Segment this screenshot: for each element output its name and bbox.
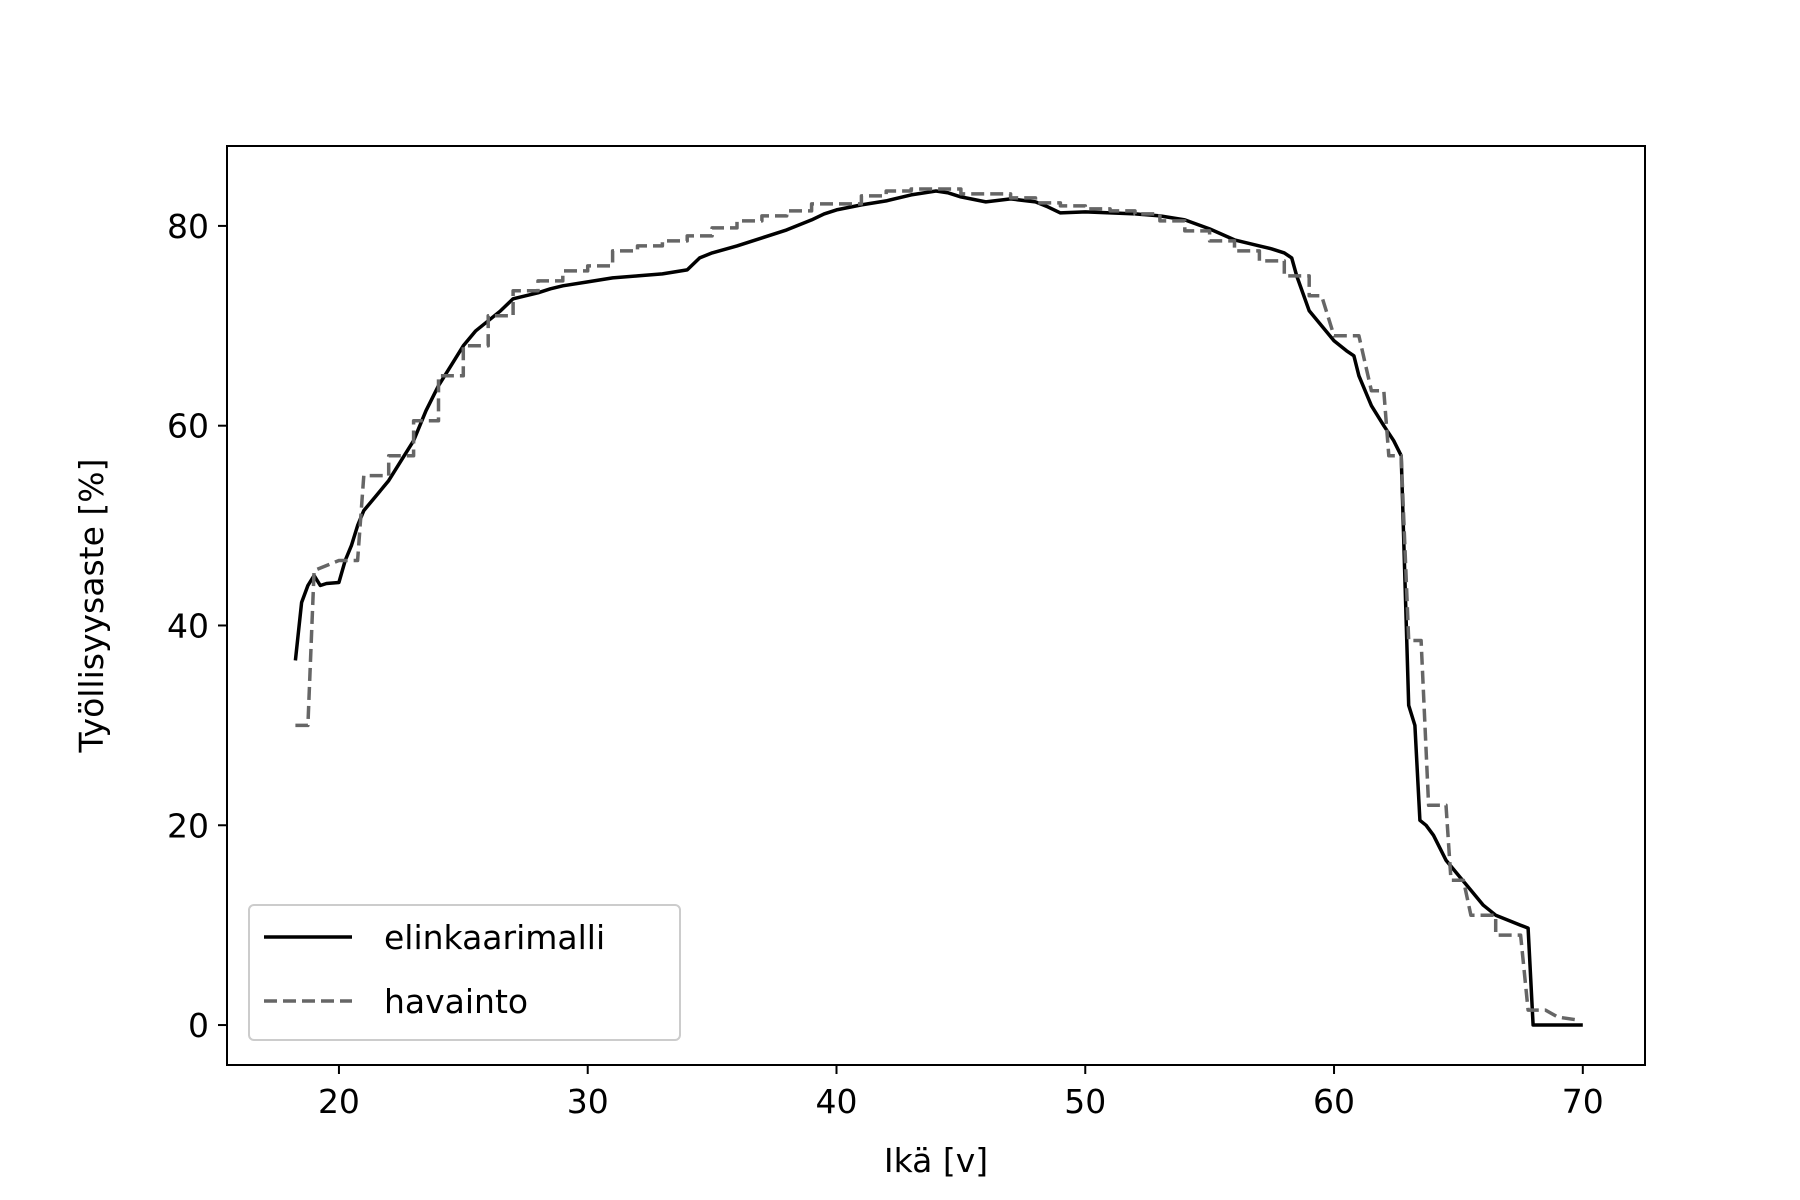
x-tick-label: 50	[1064, 1082, 1106, 1121]
legend-label-havainto: havainto	[384, 982, 528, 1021]
legend-box	[248, 904, 681, 1041]
y-tick-label: 0	[188, 1006, 209, 1045]
x-axis: 20 30 40 50 60 70	[318, 1065, 1604, 1121]
series-layer	[293, 187, 1583, 1027]
x-axis-label: Ikä [v]	[884, 1141, 988, 1180]
x-tick-label: 20	[318, 1082, 360, 1121]
x-tick-label: 30	[567, 1082, 609, 1121]
plot-frame	[226, 145, 1646, 1066]
y-tick-label: 40	[167, 606, 209, 645]
y-tick-label: 80	[167, 207, 209, 246]
series-line-elinkaarimalli	[293, 189, 1583, 1027]
series-line-havainto	[295, 187, 1579, 1022]
y-tick-label: 60	[167, 407, 209, 446]
legend-label-elinkaarimalli: elinkaarimalli	[384, 918, 605, 957]
x-tick-label: 60	[1313, 1082, 1355, 1121]
x-tick-label: 40	[815, 1082, 857, 1121]
x-tick-label: 70	[1562, 1082, 1604, 1121]
y-axis: 0 20 40 60 80	[167, 207, 227, 1045]
legend: elinkaarimalli havainto	[248, 904, 681, 1041]
y-tick-label: 20	[167, 806, 209, 845]
y-axis-label: Työllisyysaste [%]	[72, 459, 111, 754]
